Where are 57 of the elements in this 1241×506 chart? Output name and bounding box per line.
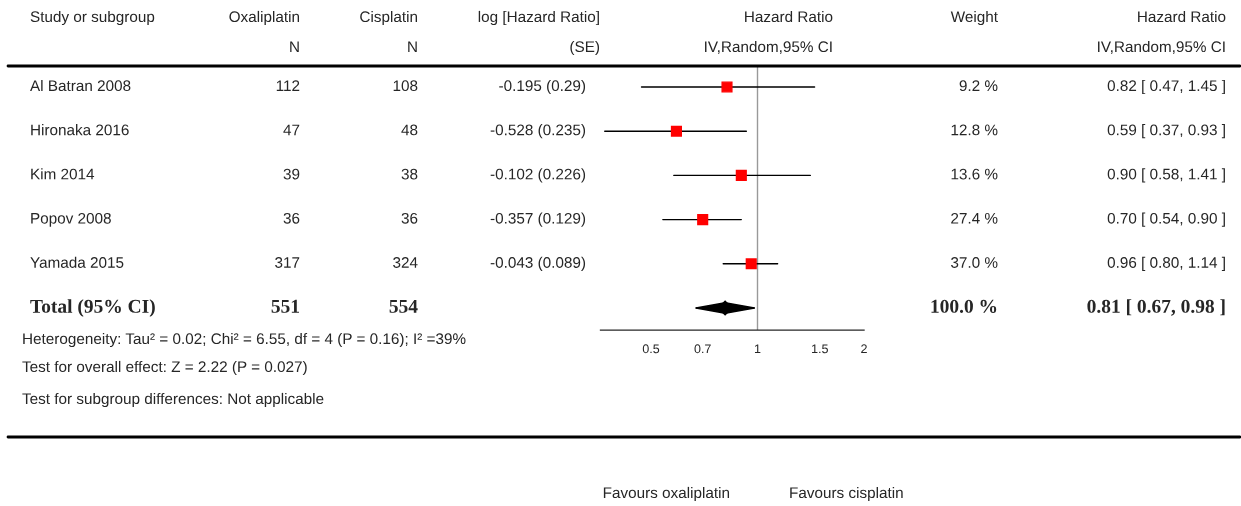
- text: -0.043 (0.089): [490, 256, 586, 271]
- text: Hironaka 2016: [31, 124, 129, 136]
- text: Hazard Ratio: [745, 10, 833, 23]
- text: 0.81 [ 0.67, 0.98 ]: [1087, 299, 1225, 316]
- text: 324: [393, 257, 418, 268]
- text: N: [290, 41, 299, 52]
- x-tick-label: 1.5: [812, 344, 828, 354]
- text: -0.102 (0.226): [490, 168, 586, 183]
- text: -0.195 (0.29): [499, 79, 586, 95]
- text: 39: [283, 168, 300, 180]
- text: 317: [275, 257, 300, 268]
- text: N: [408, 41, 417, 52]
- text: 36: [401, 212, 418, 224]
- text: Hazard Ratio: [1138, 10, 1226, 23]
- text: 0.70 [ 0.54, 0.90 ]: [1107, 212, 1225, 227]
- text: 108: [393, 80, 418, 92]
- text: Yamada 2015: [30, 256, 124, 268]
- text: 9.2 %: [959, 80, 998, 92]
- x-tick-label: 0.5: [642, 344, 660, 354]
- text: 100.0 %: [931, 299, 997, 313]
- text: Study or subgroup: [30, 10, 155, 26]
- text: (SE): [570, 40, 600, 56]
- text: 38: [401, 168, 418, 180]
- text: Weight: [950, 10, 998, 26]
- text: 0.96 [ 0.80, 1.14 ]: [1107, 256, 1225, 271]
- text: Cisplatin: [360, 10, 418, 26]
- text: Heterogeneity: Tau² = 0.02; Chi² = 6.55, df = 4 (P = 0.16); I² =39%: [23, 332, 466, 348]
- text: 12.8 %: [951, 124, 998, 136]
- text: 27.4 %: [951, 212, 998, 224]
- text: 0.82 [ 0.47, 1.45 ]: [1107, 79, 1225, 95]
- x-tick-label: 2: [861, 344, 867, 354]
- text: 551: [271, 299, 299, 313]
- text: 48: [401, 124, 418, 136]
- text: Favours cisplatin: [790, 486, 903, 502]
- text: 0.59 [ 0.37, 0.93 ]: [1107, 124, 1225, 139]
- text: 554: [389, 299, 418, 313]
- text: Test for overall effect: Z = 2.22 (P = 0.027): [22, 360, 307, 376]
- text: IV,Random,95% CI: [705, 40, 832, 54]
- text: 13.6 %: [951, 168, 998, 180]
- text: 47: [283, 124, 300, 136]
- text: Total (95% CI): [30, 299, 155, 317]
- text: 112: [276, 80, 300, 91]
- text: Test for subgroup differences: Not applicable: [22, 392, 324, 408]
- text: Kim 2014: [31, 168, 95, 180]
- text: -0.528 (0.235): [490, 124, 586, 139]
- text: 36: [283, 212, 300, 224]
- text: IV,Random,95% CI: [1098, 40, 1225, 54]
- text: 37.0 %: [951, 257, 998, 268]
- x-tick-label: 1: [754, 344, 761, 354]
- text: Oxaliplatin: [229, 10, 300, 26]
- text: Al Batran 2008: [30, 79, 131, 92]
- text: -0.357 (0.129): [490, 212, 586, 227]
- text: Popov 2008: [31, 212, 111, 227]
- text: Favours oxaliplatin: [603, 486, 730, 502]
- text: log [Hazard Ratio]: [478, 10, 599, 26]
- text: 0.90 [ 0.58, 1.41 ]: [1107, 168, 1225, 183]
- x-tick-label: 0.7: [694, 344, 711, 354]
